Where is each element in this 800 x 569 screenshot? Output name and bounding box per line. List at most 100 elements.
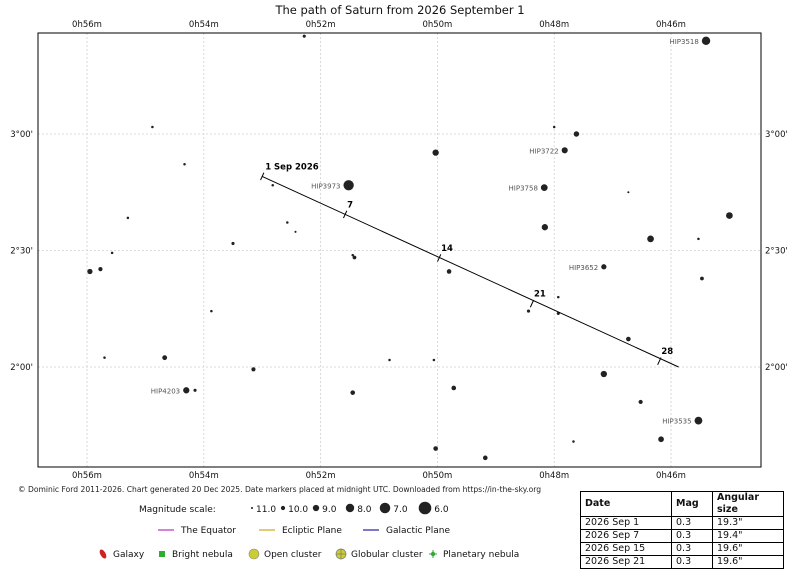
table-header-size: Angular size — [712, 491, 784, 517]
star-marker — [210, 309, 213, 313]
star-marker — [87, 268, 93, 275]
line-legend: The Equator Ecliptic Plane Galactic Plane — [158, 526, 450, 536]
star-marker — [557, 295, 560, 299]
star-marker — [552, 125, 556, 129]
star-marker — [151, 125, 154, 129]
magnitude-label: 11.0 — [256, 505, 276, 515]
grid-lines — [38, 33, 761, 467]
table-cell: 0.3 — [671, 555, 713, 569]
star-marker — [183, 163, 186, 166]
y-tick-label-left: 3°00' — [10, 130, 33, 140]
saturn-data-table: Date Mag Angular size 2026 Sep 1 0.3 19.… — [580, 491, 784, 569]
star-marker — [98, 267, 103, 272]
x-tick-label-bottom: 0h48m — [539, 471, 569, 481]
table-cell: 2026 Sep 1 — [580, 516, 672, 530]
star-marker — [231, 241, 235, 246]
star-marker — [294, 230, 297, 233]
star-marker — [601, 264, 607, 270]
table-header-row: Date Mag Angular size — [580, 491, 784, 517]
chart-title: The path of Saturn from 2026 September 1 — [274, 3, 524, 17]
star-marker — [388, 358, 391, 362]
date-tick — [343, 210, 348, 219]
magnitude-label: 8.0 — [357, 505, 372, 515]
saturn-path: 1 Sep 2026 7 14 21 28 — [260, 162, 679, 368]
y-tick-label-right: 2°30' — [765, 247, 788, 257]
y-tick-label-right: 2°00' — [765, 363, 788, 373]
x-tick-label-bottom: 0h56m — [72, 471, 102, 481]
star-marker — [694, 416, 703, 425]
object-legend: Galaxy Bright nebula Open cluster Globular … — [99, 548, 519, 560]
star-marker — [541, 224, 549, 231]
table-cell: 0.3 — [671, 529, 713, 543]
galaxy-icon — [99, 549, 107, 559]
legend-object-label: Globular cluster — [351, 550, 423, 560]
table-cell: 2026 Sep 21 — [580, 555, 672, 569]
star-marker — [600, 370, 607, 378]
star-label: HIP3973 — [311, 182, 340, 190]
credits-text: © Dominic Ford 2011-2026. Chart generate… — [18, 485, 541, 494]
star-marker — [183, 387, 190, 394]
magnitude-dot — [418, 501, 432, 515]
star-marker — [726, 212, 733, 219]
legend-object-label: Planetary nebula — [443, 550, 519, 560]
star-marker — [638, 399, 643, 405]
table-row: 2026 Sep 7 0.3 19.4" — [580, 529, 784, 543]
magnitude-label: 10.0 — [288, 505, 308, 515]
star-marker — [701, 36, 711, 45]
star-marker — [647, 235, 654, 243]
x-tick-label-bottom: 0h46m — [656, 471, 686, 481]
star-marker — [540, 184, 548, 191]
y-tick-label-left: 2°00' — [10, 363, 33, 373]
star-label: HIP3652 — [569, 264, 598, 272]
x-tick-label-top: 0h46m — [656, 20, 686, 30]
date-marker-label: 7 — [347, 200, 353, 210]
star-label: HIP3758 — [509, 185, 538, 193]
star-marker — [302, 34, 306, 38]
star-marker — [162, 355, 168, 361]
magnitude-scale: Magnitude scale: 11.0 10.0 9.0 8.0 7.0 6.0 — [139, 501, 449, 515]
star-marker — [110, 251, 114, 255]
x-tick-label-top: 0h54m — [189, 20, 219, 30]
star-marker — [658, 436, 664, 443]
star-marker — [193, 388, 197, 392]
star-marker — [352, 255, 357, 260]
star-marker — [350, 390, 356, 395]
star-label: HIP3722 — [529, 147, 558, 155]
legend-object-label: Galaxy — [113, 550, 145, 560]
star-marker — [697, 237, 700, 241]
magnitude-label: 7.0 — [393, 505, 408, 515]
table-cell: 2026 Sep 15 — [580, 542, 672, 556]
magnitude-label: 6.0 — [434, 505, 449, 515]
legend-line-label: The Equator — [180, 526, 236, 536]
table-cell: 0.3 — [671, 516, 713, 530]
magnitude-dot — [379, 502, 391, 514]
star-marker — [626, 336, 631, 342]
star-marker — [700, 276, 704, 281]
star-label: HIP3518 — [669, 38, 698, 46]
y-tick-label-left: 2°30' — [10, 247, 33, 257]
magnitude-scale-label: Magnitude scale: — [139, 505, 216, 515]
date-marker-label: 14 — [441, 244, 453, 254]
magnitude-dot — [312, 504, 320, 512]
star-marker — [482, 455, 488, 461]
star-marker — [573, 131, 580, 137]
star-marker — [103, 356, 106, 359]
saturn-path-line — [261, 175, 679, 368]
table-row: 2026 Sep 1 0.3 19.3" — [580, 516, 784, 530]
y-tick-label-right: 3°00' — [765, 130, 788, 140]
table-cell: 19.6" — [712, 542, 784, 556]
planetary-nebula-icon — [429, 550, 437, 558]
star-marker — [561, 147, 568, 154]
bright-nebula-icon — [159, 551, 165, 557]
star-marker — [343, 180, 354, 191]
x-tick-label-bottom: 0h50m — [422, 471, 452, 481]
table-cell: 0.3 — [671, 542, 713, 556]
x-tick-label-top: 0h56m — [72, 20, 102, 30]
star-marker — [451, 385, 457, 391]
date-marker-label: 1 Sep 2026 — [265, 162, 319, 172]
table-cell: 19.3" — [712, 516, 784, 530]
open-cluster-icon — [248, 548, 260, 560]
plot-frame — [37, 32, 762, 468]
star-marker — [271, 184, 274, 187]
star-marker — [627, 191, 630, 194]
